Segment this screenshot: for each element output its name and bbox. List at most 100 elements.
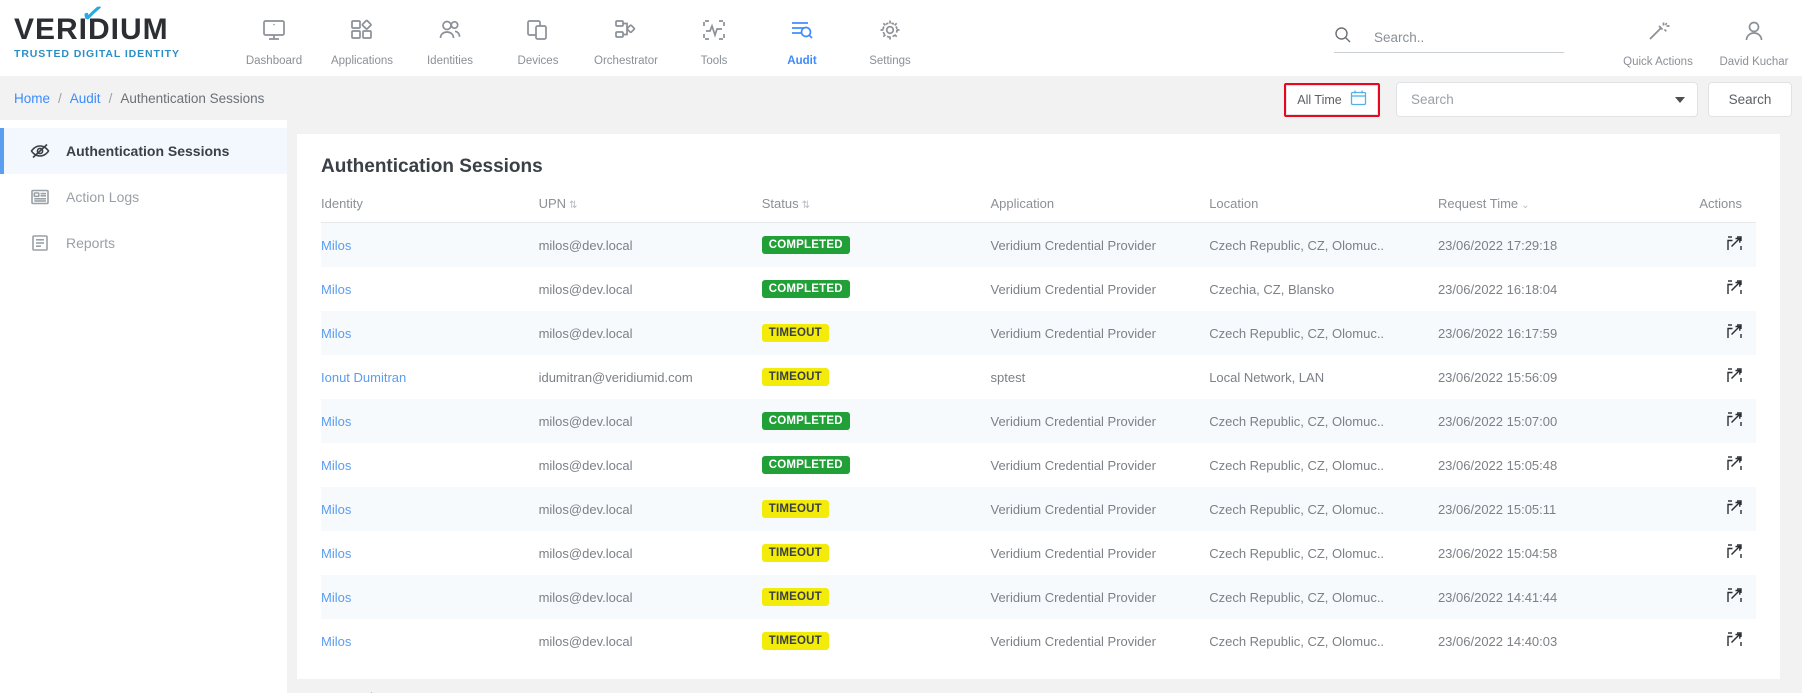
pagination-page-2[interactable]: 2 [1614, 690, 1632, 693]
cell-actions [1678, 267, 1756, 311]
pagination-page-5[interactable]: 5 [1680, 690, 1698, 693]
user-menu[interactable]: David Kuchar [1706, 9, 1802, 68]
open-external-icon[interactable] [1727, 280, 1742, 298]
column-header-application[interactable]: Application [990, 196, 1210, 223]
sidebar-item-authentication-sessions[interactable]: Authentication Sessions [0, 128, 287, 174]
nav-item-dashboard[interactable]: Dashboard [230, 8, 318, 67]
cell-application: Veridium Credential Provider [990, 325, 1156, 341]
column-label: Actions [1699, 196, 1742, 211]
cell-application: Veridium Credential Provider [990, 457, 1156, 473]
cell-identity: Milos [321, 531, 539, 575]
table-row[interactable]: Milos milos@dev.local COMPLETED Veridium Cr… [321, 222, 1756, 268]
pagination-next[interactable]: › [1702, 690, 1720, 693]
column-header-identity[interactable]: Identity [321, 196, 539, 223]
status-badge: COMPLETED [761, 280, 850, 298]
brand-checkmark-icon: ✓ [78, 0, 108, 30]
brand-logo[interactable]: VERIDIUM ✓ TRUSTED DIGITAL IDENTITY [0, 0, 200, 60]
nav-label: Audit [787, 55, 817, 67]
cell-status: COMPLETED [761, 223, 991, 268]
gear-icon [877, 14, 903, 46]
open-external-icon[interactable] [1727, 588, 1742, 606]
open-external-icon[interactable] [1727, 544, 1742, 562]
global-search[interactable] [1334, 23, 1564, 53]
breadcrumb-home[interactable]: Home [14, 90, 51, 106]
cell-request-time: 23/06/2022 15:07:00 [1437, 413, 1558, 429]
search-filter-dropdown[interactable]: Search [1396, 82, 1698, 117]
open-external-icon[interactable] [1727, 368, 1742, 386]
identity-link[interactable]: Milos [321, 501, 352, 517]
table-header-row: Identity UPN ⇅ Status ⇅ Application Locati… [321, 196, 1756, 223]
cell-identity: Milos [321, 487, 539, 531]
column-header-upn[interactable]: UPN ⇅ [538, 196, 762, 223]
column-label: Identity [321, 196, 363, 211]
breadcrumb-audit[interactable]: Audit [69, 90, 101, 106]
sidebar-item-action-logs[interactable]: Action Logs [0, 174, 287, 220]
open-external-icon[interactable] [1727, 324, 1742, 342]
sidebar-item-reports[interactable]: Reports [0, 220, 287, 266]
open-external-icon[interactable] [1727, 500, 1742, 518]
search-icon [1334, 26, 1352, 49]
nav-item-devices[interactable]: Devices [494, 8, 582, 67]
table-row[interactable]: Milos milos@dev.local TIMEOUT Veridium Cred… [321, 311, 1756, 355]
pagination-prev[interactable]: ‹ [1570, 690, 1588, 693]
identity-link[interactable]: Milos [321, 589, 352, 605]
cell-identity: Milos [321, 619, 539, 663]
cell-upn: milos@dev.local [538, 281, 633, 297]
identity-link[interactable]: Milos [321, 457, 352, 473]
sort-icon[interactable]: ⇅ [801, 200, 810, 211]
nav-item-orchestrator[interactable]: Orchestrator [582, 8, 670, 67]
identity-link[interactable]: Ionut Dumitran [321, 369, 407, 385]
nav-item-settings[interactable]: Settings [846, 8, 934, 67]
table-row[interactable]: Milos milos@dev.local COMPLETED Veridium Cr… [321, 267, 1756, 311]
nav-item-applications[interactable]: Applications [318, 8, 406, 67]
nav-item-audit[interactable]: Audit [758, 8, 846, 67]
cell-request-time: 23/06/2022 15:05:48 [1437, 457, 1558, 473]
status-badge: TIMEOUT [761, 368, 829, 386]
table-row[interactable]: Milos milos@dev.local TIMEOUT Veridium Cred… [321, 619, 1756, 663]
open-external-icon[interactable] [1727, 632, 1742, 650]
column-header-location[interactable]: Location [1209, 196, 1438, 223]
open-external-icon[interactable] [1727, 412, 1742, 430]
nav-item-tools[interactable]: Tools [670, 8, 758, 67]
pagination-last[interactable]: ⏭ [1724, 689, 1742, 693]
identity-link[interactable]: Milos [321, 545, 352, 561]
cell-location: Local Network, LAN [1209, 369, 1325, 385]
table-row[interactable]: Milos milos@dev.local TIMEOUT Veridium Cred… [321, 487, 1756, 531]
table-row[interactable]: Milos milos@dev.local COMPLETED Veridium Cr… [321, 443, 1756, 487]
cell-request-time: 23/06/2022 15:04:58 [1437, 545, 1558, 561]
filter-controls: All Time Search Search [1284, 82, 1792, 117]
cell-upn: milos@dev.local [538, 325, 633, 341]
column-header-request-time[interactable]: Request Time ⌄ [1437, 196, 1678, 223]
identity-link[interactable]: Milos [321, 281, 352, 297]
open-external-icon[interactable] [1727, 456, 1742, 474]
global-search-input[interactable] [1374, 30, 1544, 45]
cell-identity: Milos [321, 267, 539, 311]
cell-actions [1678, 443, 1756, 487]
table-row[interactable]: Milos milos@dev.local TIMEOUT Veridium Cred… [321, 531, 1756, 575]
nav-item-identities[interactable]: Identities [406, 8, 494, 67]
nav-label: Tools [700, 55, 728, 67]
column-header-status[interactable]: Status ⇅ [761, 196, 991, 223]
table-row[interactable]: Milos milos@dev.local COMPLETED Veridium Cr… [321, 399, 1756, 443]
quick-actions-button[interactable]: Quick Actions [1610, 9, 1706, 68]
pagination-page-3[interactable]: 3 [1636, 690, 1654, 693]
pagination-page-4[interactable]: 4 [1658, 690, 1676, 693]
table-row[interactable]: Milos milos@dev.local TIMEOUT Veridium Cred… [321, 575, 1756, 619]
sidebar-item-label: Action Logs [66, 189, 140, 205]
table-row[interactable]: Ionut Dumitran idumitran@veridiumid.com TI… [321, 355, 1756, 399]
users-icon [437, 14, 463, 46]
identity-link[interactable]: Milos [321, 237, 352, 253]
status-badge: COMPLETED [761, 236, 850, 254]
content-area: Authentication Sessions Identity UPN ⇅ St… [287, 120, 1802, 693]
sort-icon[interactable]: ⇅ [569, 200, 578, 211]
status-badge: COMPLETED [761, 456, 850, 474]
open-external-icon[interactable] [1727, 236, 1742, 254]
search-button[interactable]: Search [1708, 82, 1792, 117]
identity-link[interactable]: Milos [321, 413, 352, 429]
pagination-page-1[interactable]: 1 [1592, 690, 1610, 693]
sort-desc-icon[interactable]: ⌄ [1521, 200, 1530, 211]
pagination-first[interactable]: ⏮ [1548, 689, 1566, 693]
date-range-button[interactable]: All Time [1286, 84, 1378, 115]
identity-link[interactable]: Milos [321, 325, 352, 341]
identity-link[interactable]: Milos [321, 633, 352, 649]
